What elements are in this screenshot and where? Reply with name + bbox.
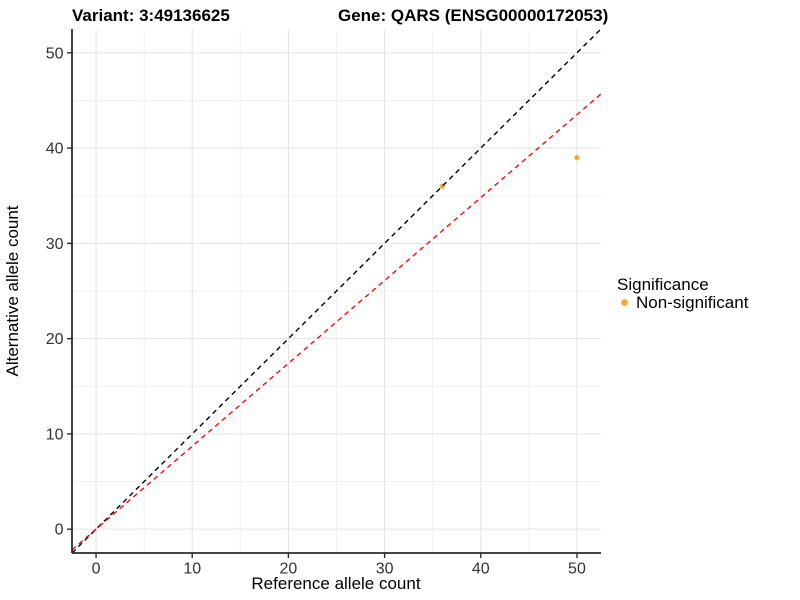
grid-layer bbox=[72, 29, 601, 553]
x-tick-label: 40 bbox=[472, 561, 490, 578]
y-tick-label: 0 bbox=[55, 522, 64, 539]
legend: Significance Non-significant bbox=[617, 275, 749, 312]
y-tick-label: 40 bbox=[46, 141, 64, 158]
x-tick-label: 30 bbox=[376, 561, 394, 578]
x-tick-label: 50 bbox=[568, 561, 586, 578]
x-tick-label: 20 bbox=[280, 561, 298, 578]
data-point bbox=[574, 155, 580, 161]
y-axis-title: Alternative allele count bbox=[3, 205, 22, 376]
y-tick-label: 10 bbox=[46, 426, 64, 443]
legend-title: Significance bbox=[617, 275, 709, 294]
abline-identity bbox=[71, 28, 602, 554]
x-tick-label: 10 bbox=[183, 561, 201, 578]
axis-layer: 0 10 20 30 40 50 0 10 20 30 40 50 bbox=[46, 29, 601, 578]
y-tick-label: 20 bbox=[46, 331, 64, 348]
plot-title-gene: Gene: QARS (ENSG00000172053) bbox=[338, 6, 608, 25]
x-axis-title: Reference allele count bbox=[251, 574, 420, 593]
y-tick-label: 50 bbox=[46, 45, 64, 62]
data-layer bbox=[71, 28, 602, 554]
x-tick-label: 0 bbox=[92, 561, 101, 578]
y-tick-label: 30 bbox=[46, 236, 64, 253]
plot-title-variant: Variant: 3:49136625 bbox=[72, 6, 230, 25]
legend-item-label: Non-significant bbox=[636, 293, 749, 312]
legend-marker-icon bbox=[621, 299, 628, 306]
